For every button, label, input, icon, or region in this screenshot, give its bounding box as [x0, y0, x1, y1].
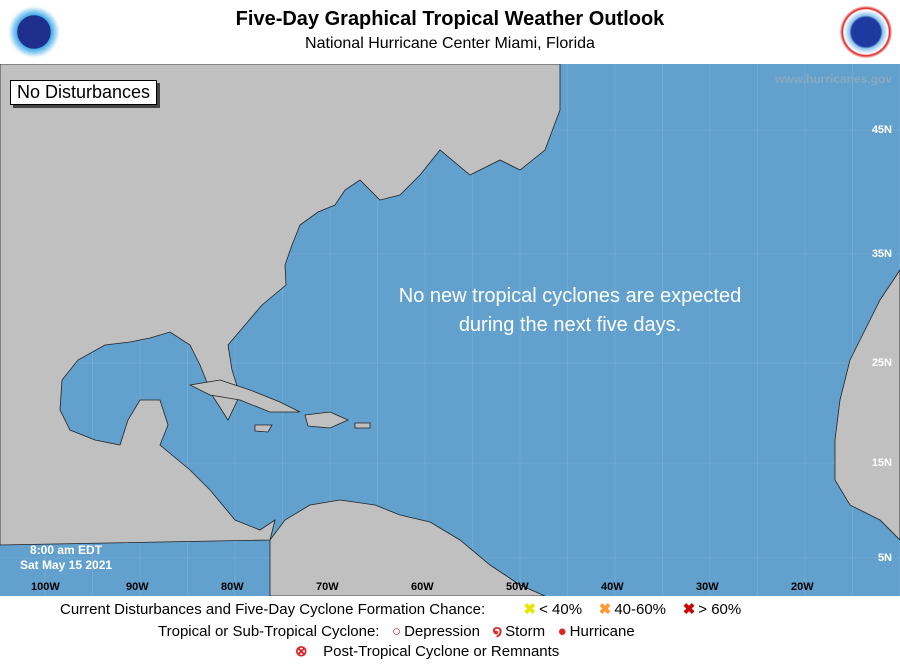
- x-orange-icon: ✖: [598, 601, 612, 618]
- hurricane-label: Hurricane: [569, 623, 635, 640]
- longitude-label: 40W: [601, 581, 624, 593]
- post-tropical-label: Post-Tropical Cyclone or Remnants: [323, 643, 560, 660]
- latitude-label: 45N: [871, 124, 892, 136]
- status-box: No Disturbances: [10, 80, 158, 105]
- longitude-label: 20W: [791, 581, 814, 593]
- mid-chance: 40-60%: [614, 601, 667, 618]
- south-america-land: [269, 499, 546, 596]
- latitude-label: 35N: [871, 248, 892, 260]
- low-chance: < 40%: [539, 601, 583, 618]
- noaa-logo: [8, 6, 60, 58]
- formation-label: Current Disturbances and Five-Day Cyclon…: [60, 601, 486, 618]
- storm-label: Storm: [505, 623, 546, 640]
- high-chance: > 60%: [698, 601, 742, 618]
- africa-land: [834, 269, 900, 541]
- storm-icon: ໑: [492, 623, 503, 640]
- latitude-label: 5N: [877, 552, 892, 564]
- page-subtitle: National Hurricane Center Miami, Florida: [305, 35, 595, 52]
- outlook-map: [0, 64, 900, 596]
- nws-logo: [840, 6, 892, 58]
- cuba-land: [188, 379, 301, 413]
- longitude-label: 50W: [506, 581, 529, 593]
- time-label: 8:00 am EDT: [30, 543, 103, 557]
- x-red-icon: ✖: [682, 601, 696, 618]
- date-label: Sat May 15 2021: [20, 558, 113, 572]
- message-line-2: during the next five days.: [458, 314, 682, 336]
- longitude-label: 60W: [411, 581, 434, 593]
- hurricane-icon: ●: [557, 623, 567, 640]
- post-tropical-icon: ⊗: [295, 643, 308, 660]
- cyclone-label: Tropical or Sub-Tropical Cyclone:: [158, 623, 380, 640]
- x-yellow-icon: ✖: [523, 601, 537, 618]
- longitude-label: 90W: [126, 581, 149, 593]
- hispaniola-land: [304, 411, 349, 429]
- depression-icon: ○: [392, 623, 402, 640]
- outlook-message: No new tropical cyclones are expected du…: [330, 282, 810, 340]
- page-title: Five-Day Graphical Tropical Weather Outl…: [235, 8, 665, 30]
- depression-label: Depression: [404, 623, 480, 640]
- issue-time: 8:00 am EDT Sat May 15 2021: [20, 543, 112, 573]
- header: Five-Day Graphical Tropical Weather Outl…: [0, 0, 900, 64]
- latitude-label: 15N: [871, 457, 892, 469]
- message-line-1: No new tropical cyclones are expected: [398, 285, 742, 307]
- latitude-label: 25N: [871, 357, 892, 369]
- jamaica-land: [254, 424, 273, 433]
- longitude-label: 100W: [31, 581, 60, 593]
- website-label: www.hurricanes.gov: [775, 72, 892, 86]
- puerto-rico-land: [354, 422, 371, 429]
- longitude-label: 80W: [221, 581, 244, 593]
- longitude-label: 70W: [316, 581, 339, 593]
- longitude-label: 30W: [696, 581, 719, 593]
